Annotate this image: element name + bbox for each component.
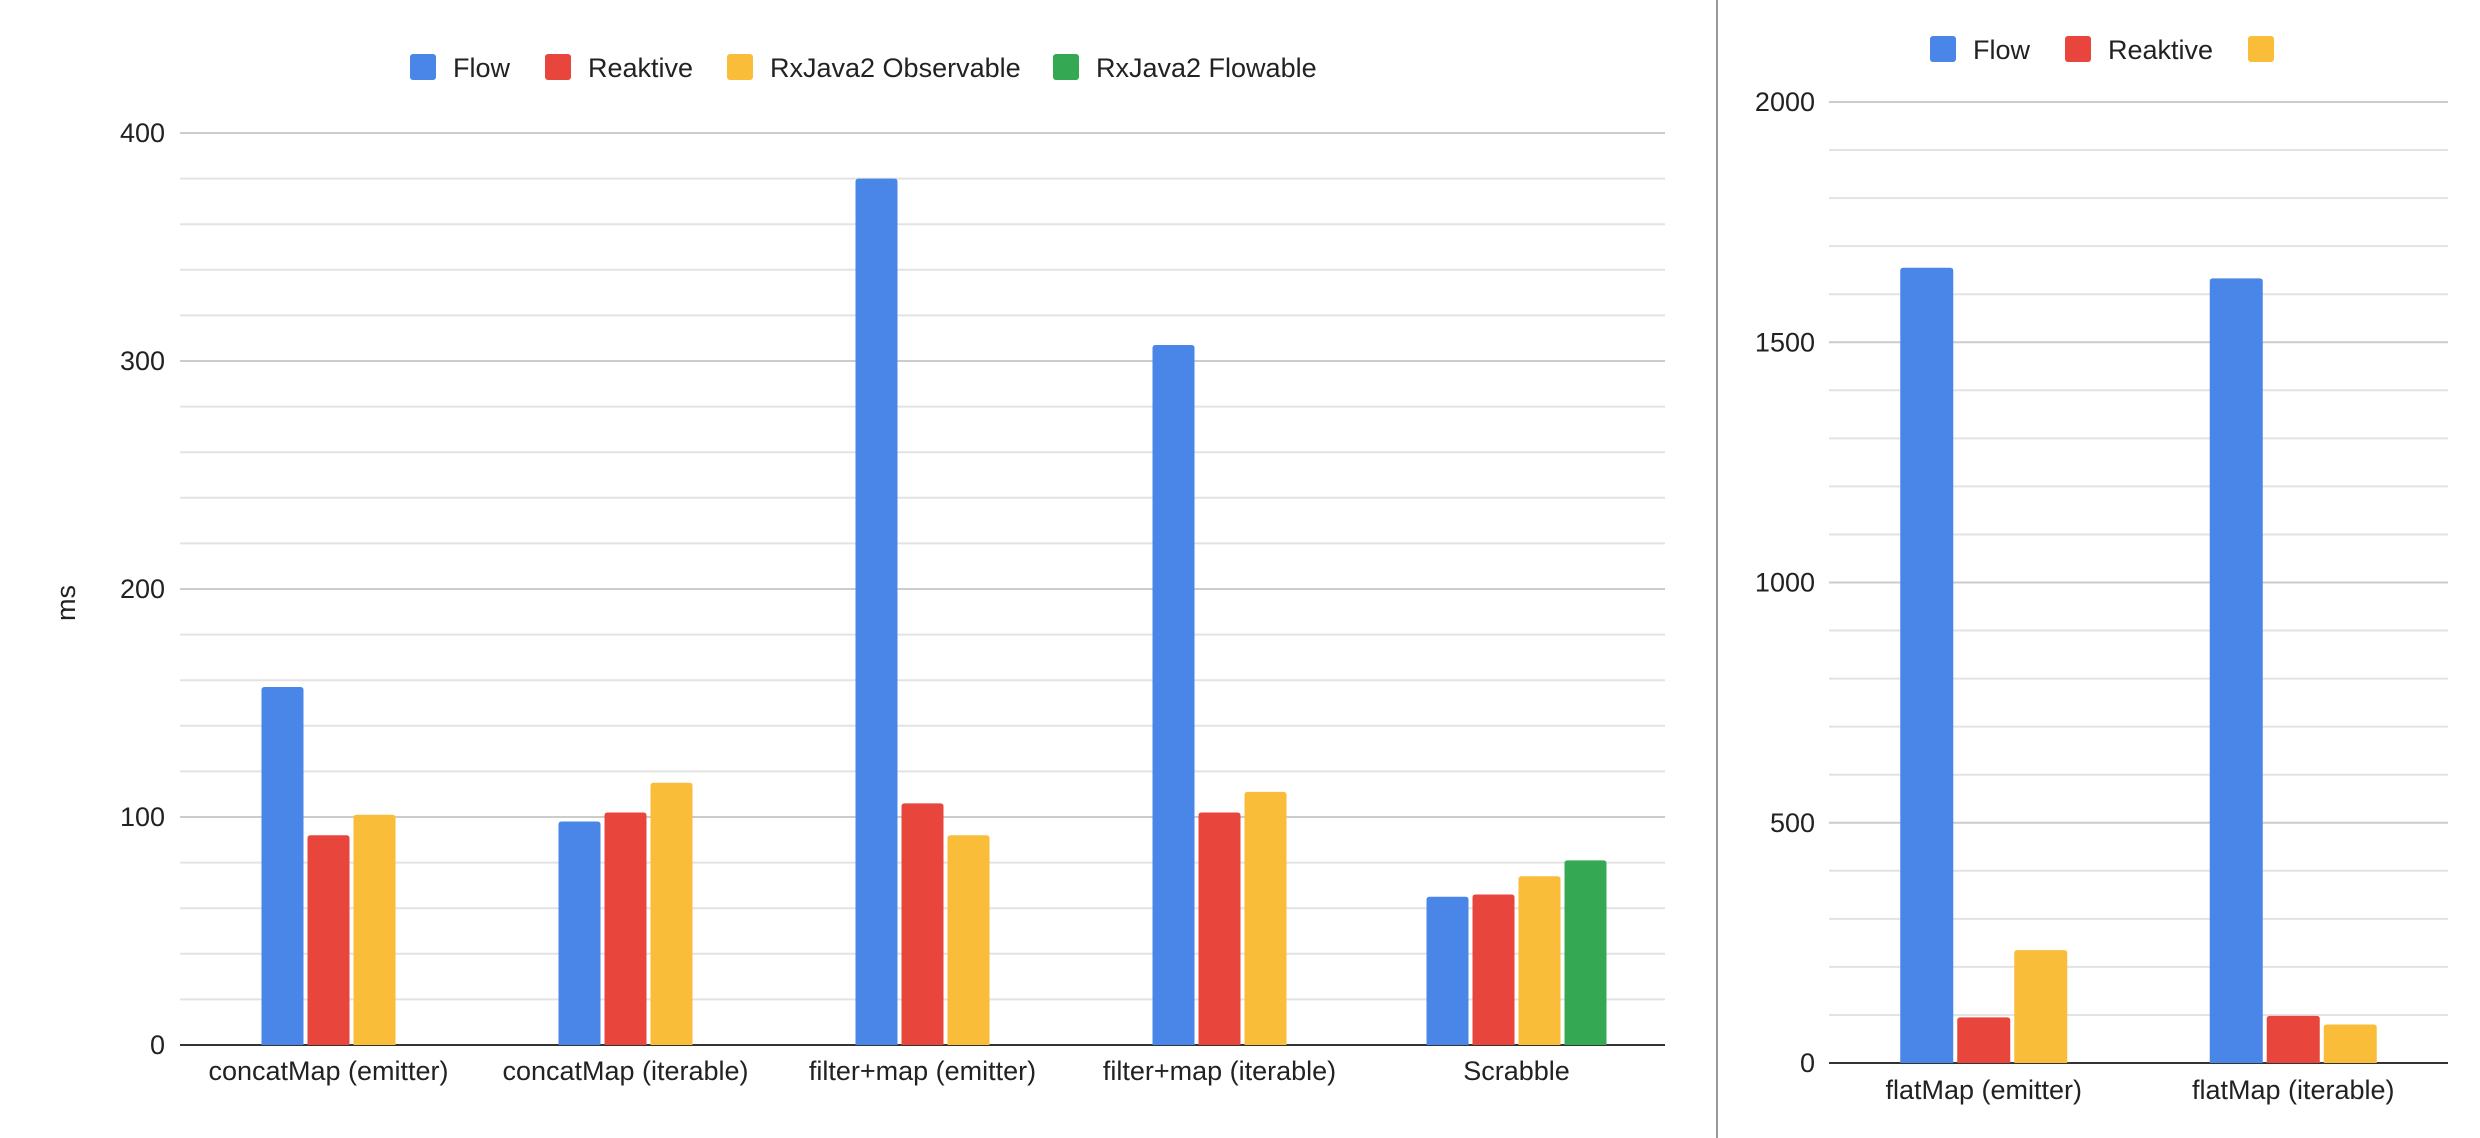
left-y-tick-labels: 0 100 200 300 400 bbox=[120, 118, 165, 1060]
y-tick-label: 1500 bbox=[1755, 327, 1815, 357]
bar-rxjava2-observable-scrabble bbox=[1518, 876, 1561, 1045]
legend-item-reaktive[interactable]: Reaktive bbox=[545, 53, 693, 83]
legend-label: Reaktive bbox=[2108, 35, 2213, 65]
legend-swatch bbox=[2248, 36, 2274, 62]
x-tick-label: flatMap (emitter) bbox=[1885, 1075, 2082, 1105]
bar-rxjava2-observable-concatmap-iterable bbox=[650, 782, 693, 1045]
y-tick-label: 0 bbox=[150, 1030, 165, 1060]
legend-label: RxJava2 Observable bbox=[770, 53, 1021, 83]
left-x-tick-labels: concatMap (emitter) concatMap (iterable) f… bbox=[208, 1056, 1569, 1086]
bar-reaktive-flatmap-iterable bbox=[2266, 1015, 2320, 1063]
legend-item-flow[interactable]: Flow bbox=[410, 53, 511, 83]
legend-swatch bbox=[1930, 36, 1956, 62]
bar-reaktive-scrabble bbox=[1472, 894, 1515, 1045]
y-tick-label: 200 bbox=[120, 574, 165, 604]
legend-label: Flow bbox=[1973, 35, 2031, 65]
bar-flow-concatmap-iterable bbox=[558, 821, 601, 1045]
bar-rxjava2-observable-flatmap-iterable bbox=[2323, 1024, 2377, 1063]
y-tick-label: 400 bbox=[120, 118, 165, 148]
bar-flow-filter-map-emitter bbox=[855, 178, 898, 1046]
legend-swatch bbox=[545, 54, 571, 80]
bar-reaktive-flatmap-emitter bbox=[1957, 1017, 2011, 1063]
left-gridlines bbox=[180, 132, 1665, 1046]
legend-swatch bbox=[2065, 36, 2091, 62]
y-tick-label: 300 bbox=[120, 346, 165, 376]
bar-flow-flatmap-emitter bbox=[1900, 267, 1954, 1064]
bar-flow-concatmap-emitter bbox=[261, 687, 304, 1045]
legend-item-reaktive[interactable]: Reaktive bbox=[2065, 35, 2213, 65]
bar-flow-filter-map-iterable bbox=[1152, 345, 1195, 1045]
x-tick-label: Scrabble bbox=[1463, 1056, 1570, 1086]
bar-reaktive-concatmap-iterable bbox=[604, 812, 647, 1045]
y-tick-label: 100 bbox=[120, 802, 165, 832]
legend-label: RxJava2 Flowable bbox=[1096, 53, 1317, 83]
legend-item-rxjava2-observable[interactable]: RxJava2 Observable bbox=[727, 53, 1021, 83]
x-tick-label: filter+map (emitter) bbox=[809, 1056, 1036, 1086]
bar-flow-scrabble bbox=[1426, 896, 1469, 1045]
left-y-axis-title: ms bbox=[51, 585, 81, 621]
bar-reaktive-filter-map-emitter bbox=[901, 803, 944, 1045]
right-legend: Flow Reaktive bbox=[1930, 35, 2274, 65]
legend-swatch bbox=[727, 54, 753, 80]
bar-rxjava2-observable-flatmap-emitter bbox=[2014, 950, 2068, 1063]
legend-item-flow[interactable]: Flow bbox=[1930, 35, 2031, 65]
legend-item-rxjava2-flowable[interactable]: RxJava2 Flowable bbox=[1053, 53, 1317, 83]
x-tick-label: concatMap (iterable) bbox=[502, 1056, 748, 1086]
x-tick-label: flatMap (iterable) bbox=[2192, 1075, 2395, 1105]
x-tick-label: filter+map (iterable) bbox=[1103, 1056, 1336, 1086]
bar-reaktive-concatmap-emitter bbox=[307, 835, 350, 1045]
bar-rxjava2-flowable-scrabble bbox=[1564, 860, 1607, 1045]
left-bars bbox=[261, 178, 1607, 1046]
legend-label: Flow bbox=[453, 53, 511, 83]
y-tick-label: 500 bbox=[1770, 808, 1815, 838]
right-x-tick-labels: flatMap (emitter) flatMap (iterable) bbox=[1885, 1075, 2394, 1105]
legend-swatch bbox=[410, 54, 436, 80]
y-tick-label: 2000 bbox=[1755, 87, 1815, 117]
bar-flow-flatmap-iterable bbox=[2209, 278, 2263, 1063]
x-tick-label: concatMap (emitter) bbox=[208, 1056, 448, 1086]
y-tick-label: 0 bbox=[1800, 1048, 1815, 1078]
bar-reaktive-filter-map-iterable bbox=[1198, 812, 1241, 1045]
legend-label: Reaktive bbox=[588, 53, 693, 83]
chart-right: Flow Reaktive 0 500 1000 1500 2000 flatMap (e… bbox=[1755, 35, 2448, 1105]
bar-rxjava2-observable-filter-map-iterable bbox=[1244, 791, 1287, 1045]
right-bars bbox=[1900, 267, 2377, 1064]
chart-left: Flow Reaktive RxJava2 Observable RxJava2 Fl… bbox=[51, 53, 1665, 1086]
bar-rxjava2-observable-filter-map-emitter bbox=[947, 835, 990, 1045]
y-tick-label: 1000 bbox=[1755, 568, 1815, 598]
left-legend: Flow Reaktive RxJava2 Observable RxJava2 Fl… bbox=[410, 53, 1317, 83]
legend-swatch bbox=[1053, 54, 1079, 80]
legend-item-unlabeled[interactable] bbox=[2248, 36, 2274, 62]
bar-rxjava2-observable-concatmap-emitter bbox=[353, 814, 396, 1045]
right-y-tick-labels: 0 500 1000 1500 2000 bbox=[1755, 87, 1815, 1078]
